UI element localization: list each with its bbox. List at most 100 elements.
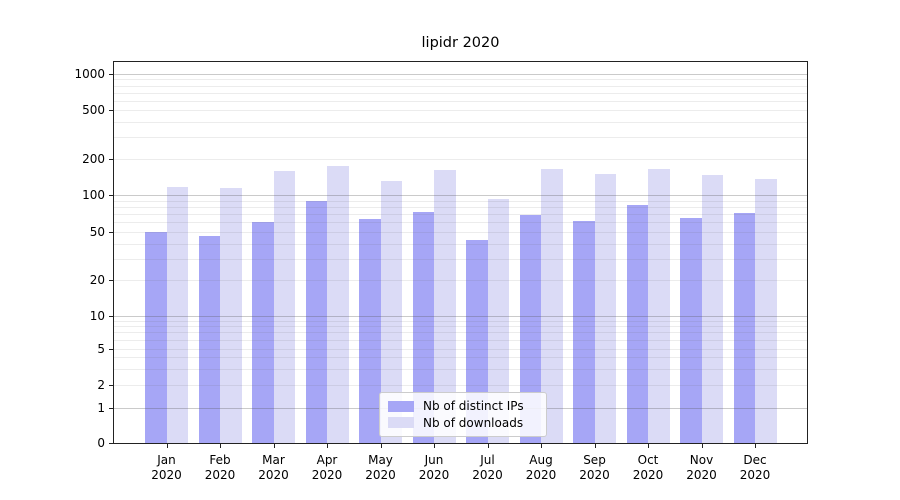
y-tick-label-0: 0 xyxy=(97,436,105,450)
x-tick-label-sep: Sep 2020 xyxy=(579,453,610,482)
bar-ips-may xyxy=(359,218,381,443)
x-tick-mark-sep xyxy=(594,444,596,448)
gridline-40 xyxy=(114,243,807,245)
bar-ips-oct xyxy=(626,204,648,443)
bar-ips-apr xyxy=(305,201,327,443)
gridline-6 xyxy=(114,339,807,341)
x-tick-mark-mar xyxy=(273,444,275,448)
bar-downloads-sep xyxy=(594,173,616,443)
gridline-80 xyxy=(114,206,807,208)
y-tick-mark-0 xyxy=(109,443,113,444)
gridline-20 xyxy=(114,280,807,281)
y-tick-label-200: 200 xyxy=(82,152,105,166)
gridline-30 xyxy=(114,258,807,260)
y-tick-mark-500 xyxy=(109,110,113,111)
legend-label-distinct-ips: Nb of distinct IPs xyxy=(423,399,524,414)
x-tick-label-feb: Feb 2020 xyxy=(204,453,236,482)
legend: Nb of distinct IPs Nb of downloads xyxy=(379,392,547,437)
x-tick-label-oct: Oct 2020 xyxy=(632,453,664,482)
gridline-900 xyxy=(114,79,807,81)
gridline-90 xyxy=(114,200,807,202)
y-tick-mark-50 xyxy=(109,232,113,233)
bar-downloads-apr xyxy=(327,165,349,443)
x-tick-mark-nov xyxy=(701,444,703,448)
bar-ips-nov xyxy=(680,217,702,443)
x-tick-label-jul: Jul 2020 xyxy=(472,453,503,482)
bar-ips-mar xyxy=(252,222,274,443)
gridline-10 xyxy=(114,315,807,317)
gridline-300 xyxy=(114,137,807,139)
x-tick-label-jun: Jun 2020 xyxy=(418,453,450,482)
x-tick-mark-apr xyxy=(327,444,328,448)
x-tick-label-aug: Aug 2020 xyxy=(525,453,557,482)
bar-downloads-may xyxy=(380,181,402,443)
gridline-3 xyxy=(114,368,807,370)
legend-item-downloads: Nb of downloads xyxy=(388,415,538,430)
plot-area xyxy=(113,61,808,444)
gridline-5 xyxy=(114,348,807,350)
bar-ips-dec xyxy=(733,213,755,443)
y-tick-label-2: 2 xyxy=(97,378,105,392)
y-tick-mark-2 xyxy=(109,385,113,386)
x-tick-label-mar: Mar 2020 xyxy=(258,453,289,482)
x-tick-label-apr: Apr 2020 xyxy=(311,453,343,482)
y-tick-mark-1 xyxy=(109,408,113,409)
bar-downloads-mar xyxy=(273,170,295,443)
y-tick-mark-5 xyxy=(109,348,113,350)
y-tick-label-500: 500 xyxy=(82,103,105,117)
y-tick-mark-100 xyxy=(109,195,113,196)
bar-ips-sep xyxy=(573,221,595,443)
y-tick-label-50: 50 xyxy=(89,225,105,239)
gridline-100 xyxy=(114,195,807,196)
bar-ips-feb xyxy=(198,236,220,443)
y-tick-label-20: 20 xyxy=(89,273,105,287)
gridline-50 xyxy=(114,232,807,233)
x-tick-mark-dec xyxy=(755,444,756,448)
legend-label-downloads: Nb of downloads xyxy=(423,415,524,430)
x-tick-label-dec: Dec 2020 xyxy=(739,453,771,482)
x-tick-mark-jan xyxy=(166,444,168,448)
bar-downloads-jun xyxy=(434,169,456,443)
gridline-600 xyxy=(114,100,807,102)
bar-downloads-dec xyxy=(755,179,777,443)
legend-item-distinct-ips: Nb of distinct IPs xyxy=(388,399,538,414)
y-tick-mark-10 xyxy=(109,315,113,317)
bar-ips-jan xyxy=(145,232,167,443)
gridline-9 xyxy=(114,320,807,322)
gridline-2 xyxy=(114,385,807,386)
y-tick-label-100: 100 xyxy=(82,188,105,202)
gridline-60 xyxy=(114,222,807,224)
gridline-700 xyxy=(114,92,807,94)
bar-downloads-nov xyxy=(701,174,723,443)
y-tick-mark-200 xyxy=(109,159,113,160)
gridline-1000 xyxy=(114,74,807,75)
gridline-200 xyxy=(114,159,807,160)
y-tick-mark-1000 xyxy=(109,74,113,75)
bar-ips-aug xyxy=(519,214,541,443)
x-tick-label-jan: Jan 2020 xyxy=(151,453,182,482)
bar-downloads-feb xyxy=(220,187,242,443)
bar-downloads-jul xyxy=(487,198,509,443)
bar-ips-jun xyxy=(412,211,434,443)
x-tick-mark-oct xyxy=(648,444,649,448)
gridline-800 xyxy=(114,85,807,87)
gridline-4 xyxy=(114,357,807,359)
x-tick-label-nov: Nov 2020 xyxy=(686,453,717,482)
chart-title: lipidr 2020 xyxy=(421,35,500,51)
gridline-70 xyxy=(114,214,807,216)
gridline-7 xyxy=(114,332,807,334)
y-tick-label-10: 10 xyxy=(89,308,105,323)
gridline-400 xyxy=(114,121,807,123)
x-tick-mark-aug xyxy=(541,444,542,448)
x-tick-mark-jun xyxy=(434,444,435,448)
x-tick-label-may: May 2020 xyxy=(365,453,396,482)
gridline-8 xyxy=(114,326,807,328)
legend-swatch-distinct-ips-icon xyxy=(388,400,414,412)
y-tick-label-1000: 1000 xyxy=(74,67,105,81)
bar-downloads-aug xyxy=(541,168,563,443)
gridline-500 xyxy=(114,110,807,111)
x-tick-mark-may xyxy=(380,444,382,448)
bar-downloads-jan xyxy=(166,186,188,443)
x-tick-mark-feb xyxy=(220,444,221,448)
